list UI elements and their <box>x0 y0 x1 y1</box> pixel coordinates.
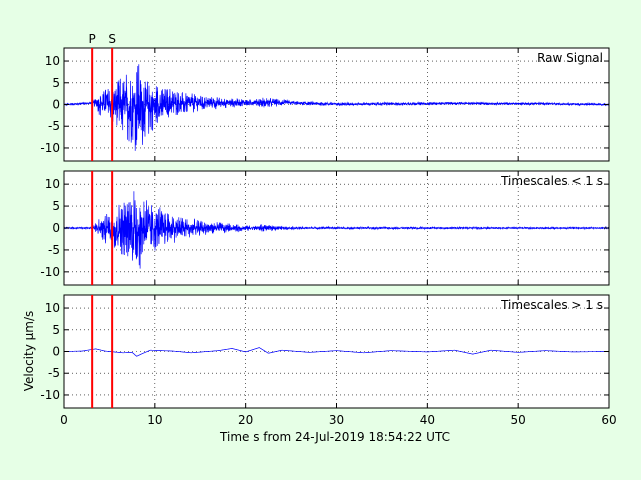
x-tick-label: 0 <box>60 413 68 427</box>
panel-1: -10 -5 0 5 10 Raw Signal <box>40 47 610 162</box>
y-tick-label: -10 <box>40 388 60 402</box>
y-tick-label: 10 <box>45 301 60 315</box>
y-tick-label: -5 <box>48 243 60 257</box>
series-trace <box>63 191 610 269</box>
y-tick-label: 5 <box>52 76 60 90</box>
y-tick-label: -10 <box>40 141 60 155</box>
x-tick-label: 10 <box>147 413 162 427</box>
panel-title: Timescales > 1 s <box>500 298 603 312</box>
series-trace <box>63 64 610 151</box>
x-axis-label: Time s from 24-Jul-2019 18:54:22 UTC <box>219 430 450 444</box>
y-tick-label: -10 <box>40 265 60 279</box>
phase-marker-label-p: P <box>89 32 96 46</box>
panel-title: Timescales < 1 s <box>500 174 603 188</box>
x-tick-label: 60 <box>601 413 616 427</box>
series-trace <box>64 347 609 357</box>
y-axis-label: Velocity µm/s <box>22 311 36 392</box>
y-tick-label: 0 <box>52 98 60 112</box>
panel-title: Raw Signal <box>537 51 603 65</box>
y-tick-label: 5 <box>52 323 60 337</box>
x-tick-label: 40 <box>420 413 435 427</box>
phase-marker-label-s: S <box>108 32 116 46</box>
y-tick-label: 10 <box>45 54 60 68</box>
y-tick-label: 10 <box>45 177 60 191</box>
x-tick-label: 20 <box>238 413 253 427</box>
x-tick-label: 30 <box>329 413 344 427</box>
y-tick-label: 0 <box>52 345 60 359</box>
y-tick-label: 5 <box>52 199 60 213</box>
panels-layer: -10 -5 0 5 10 Raw Signal -10 -5 0 5 10 Timescales <… <box>40 47 617 427</box>
y-tick-label: -5 <box>48 366 60 380</box>
y-tick-label: -5 <box>48 119 60 133</box>
panel-2: -10 -5 0 5 10 Timescales < 1 s <box>40 170 610 286</box>
panel-3: -10 -5 0 5 10 0 10 20 30 40 50 60 Timescales > 1 s <box>40 294 617 427</box>
y-tick-label: 0 <box>52 221 60 235</box>
x-tick-label: 50 <box>511 413 526 427</box>
